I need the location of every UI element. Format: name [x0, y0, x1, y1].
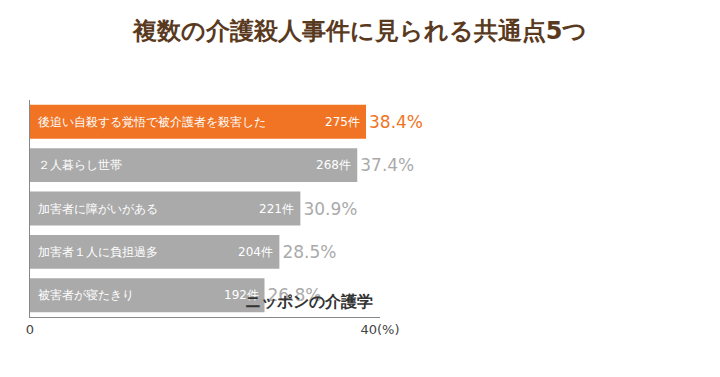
svg-text:被害者が寝たきり: 被害者が寝たきり [38, 288, 134, 302]
svg-text:221件: 221件 [259, 202, 294, 216]
svg-text:192件: 192件 [224, 288, 259, 302]
svg-text:204件: 204件 [238, 245, 273, 259]
svg-text:後追い自殺する覚悟で被介護者を殺害した: 後追い自殺する覚悟で被介護者を殺害した [38, 115, 266, 129]
svg-text:ニッポンの介護学: ニッポンの介護学 [245, 292, 373, 311]
svg-text:30.9%: 30.9% [303, 199, 357, 219]
svg-text:275件: 275件 [325, 115, 360, 129]
svg-text:28.5%: 28.5% [282, 242, 336, 262]
svg-text:0: 0 [26, 322, 34, 337]
svg-text:40(%): 40(%) [360, 322, 399, 337]
svg-text:加害者に障がいがある: 加害者に障がいがある [38, 202, 158, 216]
svg-text:複数の介護殺人事件に見られる共通点5つ: 複数の介護殺人事件に見られる共通点5つ [132, 17, 588, 45]
svg-text:26.8%: 26.8% [268, 285, 322, 305]
svg-text:268件: 268件 [316, 158, 351, 172]
svg-text:38.4%: 38.4% [369, 112, 423, 132]
svg-text:２人暮らし世帯: ２人暮らし世帯 [38, 158, 122, 172]
svg-text:37.4%: 37.4% [360, 155, 414, 175]
svg-text:加害者１人に負担過多: 加害者１人に負担過多 [38, 245, 158, 259]
